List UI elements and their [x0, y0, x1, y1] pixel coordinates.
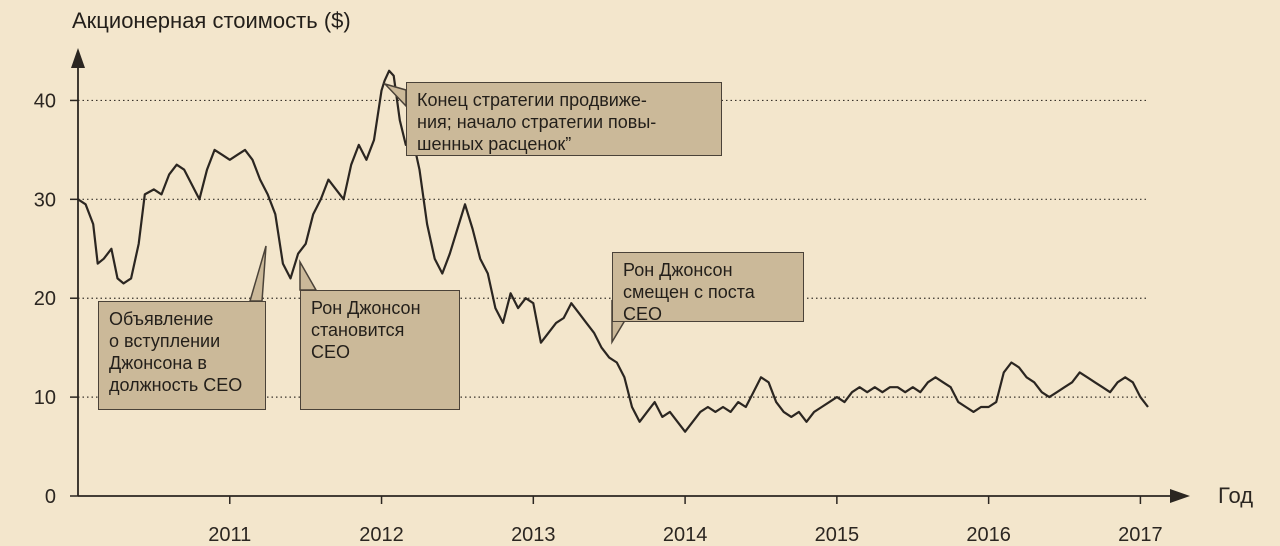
callout-line: должность CEO: [109, 375, 243, 395]
callout-line: шенных расценок”: [417, 134, 572, 154]
axes: [70, 48, 1190, 504]
x-tick-label: 2015: [815, 524, 860, 546]
y-tick-label: 10: [34, 387, 56, 409]
gridlines: [78, 99, 1148, 398]
x-axis-arrow: [1170, 489, 1190, 503]
callout-pointer: [382, 82, 407, 108]
callout-line: ния; начало стратегии повы-: [417, 112, 657, 132]
x-tick-label: 2017: [1118, 524, 1163, 546]
callout-line: Конец стратегии продвиже-: [417, 90, 647, 110]
y-axis-arrow: [71, 48, 85, 68]
callout-line: Джонсона в: [109, 353, 207, 373]
callout-line: CEO: [311, 342, 351, 362]
callout-line: Рон Джонсон: [623, 260, 733, 280]
callout-removed-from-ceo: Рон Джонсон смещен с поста CEO: [612, 252, 804, 324]
y-tick-label: 30: [34, 189, 56, 211]
x-tick-label: 2012: [359, 524, 404, 546]
callout-line: становится: [311, 320, 405, 340]
y-axis-title: Акционерная стоимость ($): [72, 8, 351, 33]
series-line: [77, 69, 1149, 433]
x-tick-label: 2016: [966, 524, 1011, 546]
x-axis-title: Год: [1218, 483, 1253, 508]
callout-line: Рон Джонсон: [311, 298, 421, 318]
y-tick-label: 40: [34, 90, 56, 112]
callout-line: CEO: [623, 304, 663, 324]
tick-labels: 0 10 20 30 40 2011 2012 2013 2014 2015 2016 2017 Год: [34, 90, 1253, 546]
callout-line: о вступлении: [109, 331, 221, 351]
callout-line: Объявление: [109, 309, 214, 329]
callout-line: смещен с поста: [623, 282, 755, 302]
y-tick-label: 0: [45, 486, 56, 508]
callout-strategy-change: Конец стратегии продвиже- ния; начало ст…: [406, 82, 722, 156]
callout-pointer: [249, 245, 267, 302]
x-tick-label: 2011: [208, 524, 251, 546]
x-tick-label: 2014: [663, 524, 708, 546]
x-tick-label: 2013: [511, 524, 556, 546]
y-tick-label: 20: [34, 288, 56, 310]
callout-becomes-ceo: Рон Джонсон становится CEO: [300, 290, 460, 410]
callout-pointer: [299, 259, 318, 291]
callout-ceo-announcement: Объявление о вступлении Джонсона в должн…: [98, 301, 266, 410]
